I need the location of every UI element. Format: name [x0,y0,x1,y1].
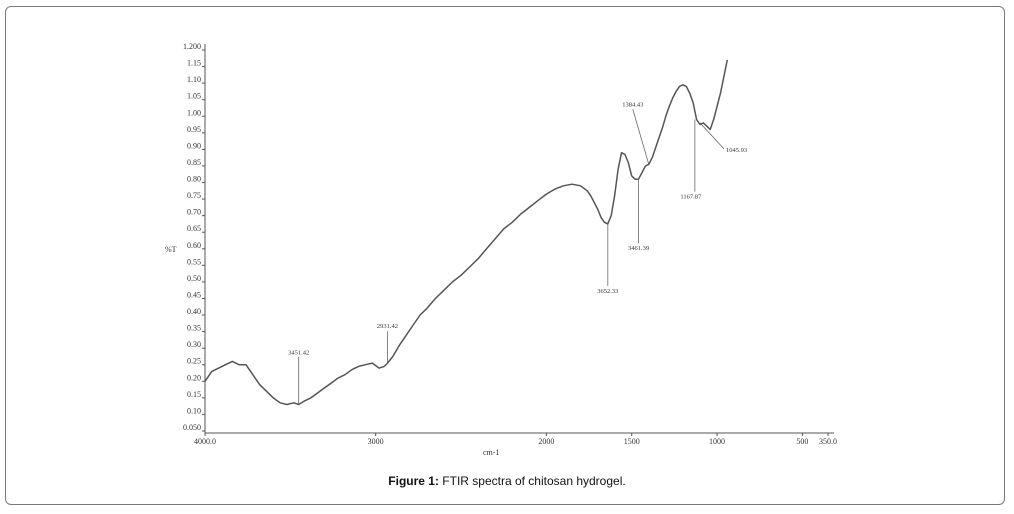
x-tick-label: 3000 [368,437,384,446]
x-tick-label: 4000.0 [194,437,216,446]
spectrum-series [204,59,729,406]
y-tick-label: 0.60 [187,241,201,250]
peak-annotations: 3451.42 2931.42 3652.33 3461.39 1384.43 1167.… [288,101,747,405]
annotation-label: 1384.43 [622,101,643,108]
y-tick-label: 1.200 [183,42,201,51]
y-tick-label: 1.15 [187,59,201,68]
annotation-label: 3652.33 [597,288,618,295]
annotation-label: 2931.42 [377,323,398,330]
caption-text: FTIR spectra of chitosan hydrogel. [438,474,626,488]
figure-caption: Figure 1: FTIR spectra of chitosan hydro… [0,474,1014,488]
y-tick-label: 0.40 [187,307,201,316]
annotation-label: 1045.93 [726,147,747,154]
y-tick-label: 0.45 [187,290,201,299]
annotation-label: 1167.87 [680,194,702,201]
y-tick-label: 0.80 [187,175,201,184]
x-tick-label: 350.0 [819,437,837,446]
tick-marks: 1.200 1.15 1.10 1.05 1.00 0.95 0.90 0.85 0.80 0.7… [183,42,837,446]
y-tick-label: 0.25 [187,357,201,366]
annotation-label: 3451.42 [288,349,309,356]
y-tick-label: 0.85 [187,158,201,167]
y-tick-label: 0.65 [187,224,201,233]
axes [204,44,834,434]
annotation-label: 3461.39 [628,245,649,252]
y-tick-label: 0.10 [187,406,201,415]
y-tick-label: 0.30 [187,340,201,349]
spectrum-line [204,59,729,406]
y-tick-label: 0.35 [187,324,201,333]
figure-frame [5,6,1005,505]
x-tick-label: 1000 [709,437,725,446]
y-tick-label: 0.95 [187,125,201,134]
ftir-chart: 1.200 1.15 1.10 1.05 1.00 0.95 0.90 0.85 0.80 0.7… [165,42,837,457]
x-tick-label: 1500 [624,437,640,446]
y-tick-label: 1.10 [187,75,201,84]
x-tick-label: 500 [796,437,808,446]
y-tick-label: 0.50 [187,274,201,283]
y-tick-label: 0.75 [187,191,201,200]
x-tick-label: 2000 [538,437,554,446]
y-axis-label: %T [165,245,177,254]
y-tick-label: 0.20 [187,373,201,382]
annotation-leader [699,122,725,150]
y-tick-label: 0.70 [187,208,201,217]
y-tick-label: 0.55 [187,257,201,266]
y-tick-label: 0.90 [187,141,201,150]
y-tick-label: 0.15 [187,390,201,399]
annotation-leader [632,109,650,165]
y-tick-label: 1.00 [187,108,201,117]
x-axis-label: cm-1 [483,448,499,457]
y-tick-label: 0.050 [183,423,201,432]
y-tick-label: 1.05 [187,92,201,101]
caption-label: Figure 1: [388,474,439,488]
